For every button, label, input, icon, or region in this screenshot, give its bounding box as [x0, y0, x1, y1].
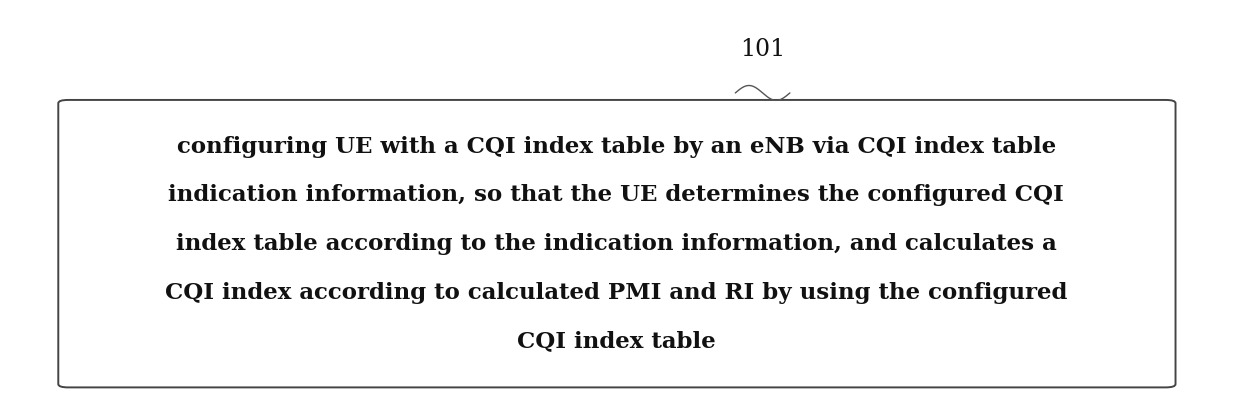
Text: index table according to the indication information, and calculates a: index table according to the indication …	[176, 233, 1056, 255]
FancyBboxPatch shape	[58, 100, 1176, 387]
Text: indication information, so that the UE determines the configured CQI: indication information, so that the UE d…	[169, 184, 1064, 206]
Text: configuring UE with a CQI index table by an eNB via CQI index table: configuring UE with a CQI index table by…	[176, 135, 1056, 158]
Text: CQI index table: CQI index table	[517, 330, 715, 353]
Text: CQI index according to calculated PMI and RI by using the configured: CQI index according to calculated PMI an…	[165, 282, 1068, 304]
Text: 101: 101	[740, 38, 785, 61]
